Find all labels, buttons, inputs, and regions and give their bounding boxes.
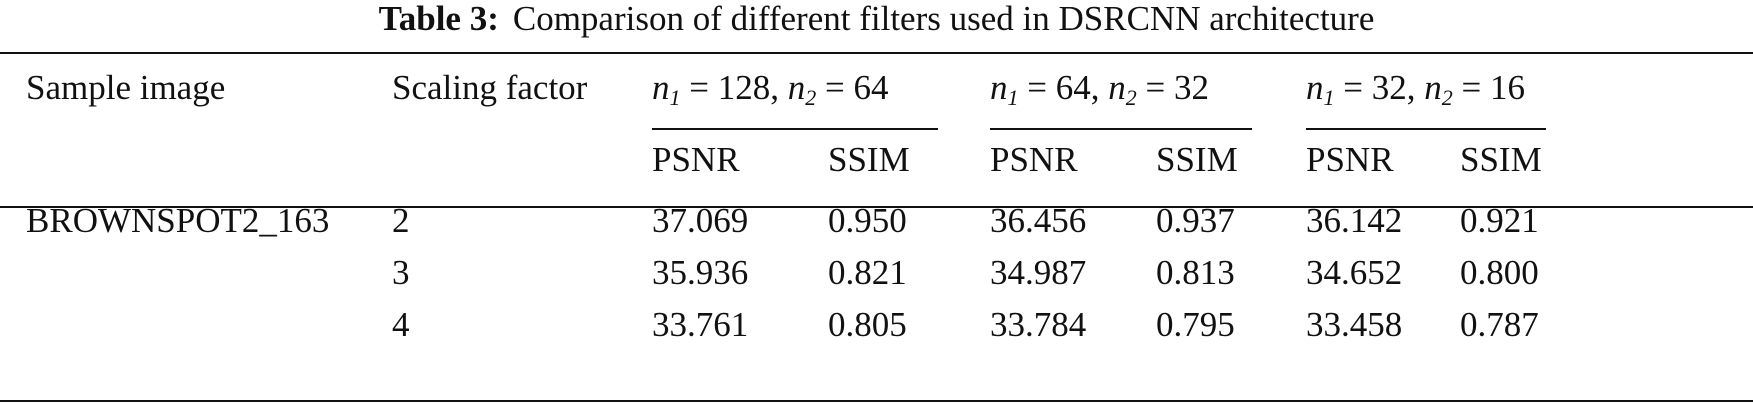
row-2-psnr-2: 34.987 — [990, 253, 1087, 292]
row-3-scale: 4 — [392, 305, 410, 344]
row-1-ssim-2: 0.937 — [1156, 201, 1235, 240]
row-2-psnr-3: 34.652 — [1306, 253, 1403, 292]
header-group-1: n1 = 128, n2 = 64 — [652, 68, 889, 110]
table-header-rule — [0, 206, 1753, 208]
group-3-rule — [1306, 128, 1546, 130]
row-1-scale: 2 — [392, 201, 410, 240]
header-psnr-3: PSNR — [1306, 140, 1394, 179]
row-3-ssim-1: 0.805 — [828, 305, 907, 344]
header-group-3: n1 = 32, n2 = 16 — [1306, 68, 1525, 110]
row-2-ssim-1: 0.821 — [828, 253, 907, 292]
row-1-ssim-3: 0.921 — [1460, 201, 1539, 240]
header-ssim-3: SSIM — [1460, 140, 1542, 179]
table-bottom-rule — [0, 400, 1753, 402]
row-1-psnr-3: 36.142 — [1306, 201, 1403, 240]
header-scaling-factor: Scaling factor — [392, 68, 588, 107]
group-2-rule — [990, 128, 1252, 130]
row-1-sample: BROWNSPOT2_163 — [26, 201, 330, 240]
row-2-ssim-2: 0.813 — [1156, 253, 1235, 292]
table-caption-label: Table 3: — [378, 0, 499, 38]
table-top-rule — [0, 52, 1753, 54]
row-2-scale: 3 — [392, 253, 410, 292]
row-3-psnr-3: 33.458 — [1306, 305, 1403, 344]
row-2-psnr-1: 35.936 — [652, 253, 749, 292]
row-1-ssim-1: 0.950 — [828, 201, 907, 240]
row-1-psnr-1: 37.069 — [652, 201, 749, 240]
row-3-ssim-2: 0.795 — [1156, 305, 1235, 344]
header-group-2: n1 = 64, n2 = 32 — [990, 68, 1209, 110]
row-3-ssim-3: 0.787 — [1460, 305, 1539, 344]
table-caption: Table 3: Comparison of different filters … — [0, 0, 1753, 50]
header-psnr-2: PSNR — [990, 140, 1078, 179]
header-psnr-1: PSNR — [652, 140, 740, 179]
group-1-rule — [652, 128, 938, 130]
row-3-psnr-2: 33.784 — [990, 305, 1087, 344]
table-caption-text: Comparison of different filters used in … — [512, 0, 1375, 38]
row-1-psnr-2: 36.456 — [990, 201, 1087, 240]
row-2-ssim-3: 0.800 — [1460, 253, 1539, 292]
header-ssim-1: SSIM — [828, 140, 910, 179]
row-3-psnr-1: 33.761 — [652, 305, 749, 344]
header-ssim-2: SSIM — [1156, 140, 1238, 179]
header-sample-image: Sample image — [26, 68, 226, 107]
